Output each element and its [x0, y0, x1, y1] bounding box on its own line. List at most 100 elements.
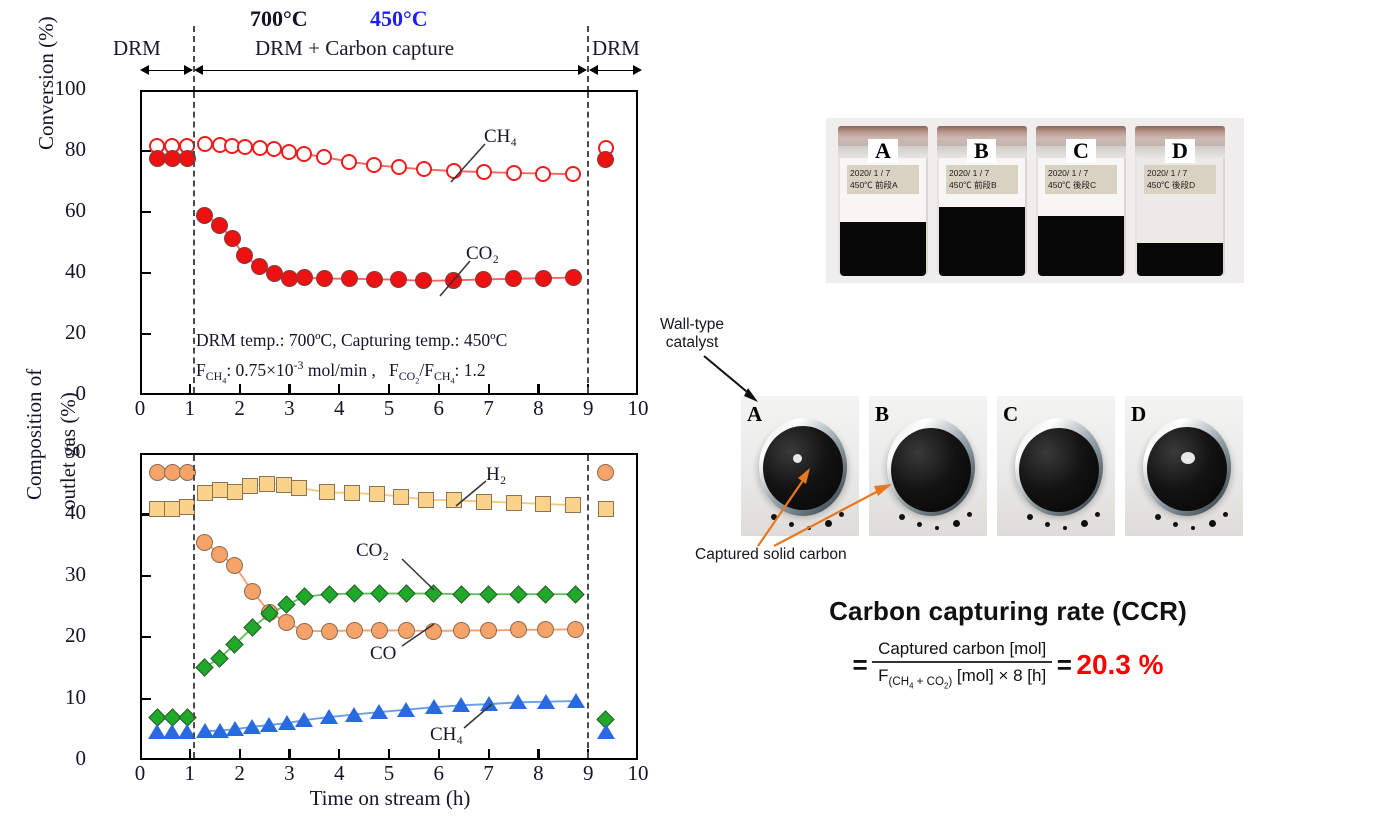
x-tick-label: 9 — [582, 761, 594, 785]
vial-carbon-B — [938, 207, 1026, 276]
phase-line-9h-bottom — [587, 455, 589, 758]
chart-conversion: Conversion (%) 0 20 40 60 80 100 0 1 2 3 4 5 6 7 8 9 10 … — [0, 0, 700, 420]
x-tick — [238, 749, 241, 760]
marker-CO — [567, 620, 585, 638]
annot-f-ch4-val: : 0.75×10 — [226, 359, 294, 380]
marker-CH4 — [366, 157, 383, 174]
leader-co2-conversion — [439, 260, 471, 297]
marker-H2 — [565, 497, 582, 514]
tube-carbon-A — [763, 426, 843, 510]
phase-arrow-middle-head-start — [194, 65, 203, 75]
vial-label-date-D: 2020/ 1 / 7 — [1147, 168, 1188, 178]
y-tick-label: 30 — [65, 561, 86, 586]
marker-CO — [452, 621, 470, 639]
annot-f-co2: F — [389, 359, 399, 380]
tube-hole-D — [1181, 452, 1195, 464]
tube-debris-A — [771, 514, 777, 520]
x-tick-label: 8 — [533, 396, 544, 420]
phase-left-label: DRM — [113, 36, 161, 60]
marker-CO2 — [236, 247, 254, 265]
vial-label-date-A: 2020/ 1 / 7 — [850, 168, 891, 178]
ccr-fraction: Captured carbon [mol] F(CH4 + CO2) [mol]… — [872, 639, 1053, 691]
x-tick-label: 2 — [234, 761, 245, 785]
vial-label-A: 2020/ 1 / 7 450℃ 前段A — [847, 165, 919, 194]
tube-debris-C — [1045, 522, 1050, 527]
tube-C — [997, 396, 1115, 536]
tube-id-A: A — [747, 402, 763, 426]
marker-CO2 — [564, 269, 582, 287]
marker-CH4 — [415, 161, 432, 178]
y-tick — [140, 697, 151, 700]
leader-co — [401, 623, 435, 647]
marker-CO — [243, 582, 261, 600]
marker-CO2 — [390, 271, 408, 289]
marker-CO2 — [597, 150, 615, 168]
marker-CO — [597, 464, 615, 482]
marker-CO2 — [315, 269, 333, 287]
marker-CH4 — [397, 701, 416, 717]
marker-H2 — [149, 500, 166, 517]
phase-line-1h-bottom — [193, 455, 195, 758]
chart-composition-lines — [204, 482, 576, 733]
ccr-value: 20.3 % — [1076, 648, 1164, 680]
marker-CO — [397, 621, 415, 639]
tube-debris-B — [917, 522, 922, 527]
y-tick-label: 20 — [65, 623, 86, 648]
marker-H2 — [318, 484, 335, 501]
marker-CO — [320, 622, 338, 640]
y-tick — [140, 636, 151, 639]
tube-debris-C — [1063, 526, 1067, 530]
marker-CO — [509, 621, 527, 639]
ccr-denominator: F(CH4 + CO2) [mol] × 8 [h] — [872, 663, 1052, 691]
marker-CH4 — [566, 693, 585, 709]
marker-CO — [345, 621, 363, 639]
vial-id-C: C — [1066, 139, 1096, 163]
series-label-ch4-composition: CH₄ — [430, 724, 464, 745]
annotation-temps: DRM temp.: 700ºC, Capturing temp.: 450ºC — [196, 330, 508, 350]
temp-drm-label: 700°C — [250, 6, 308, 31]
marker-CH4 — [596, 723, 615, 739]
chart-composition: Composition of outlet gas (%) 0 10 20 30 40 5… — [22, 369, 649, 810]
marker-H2 — [196, 484, 213, 501]
marker-H2 — [276, 476, 293, 493]
tube-debris-C — [1095, 512, 1100, 517]
annotation-flows: FCH4: 0.75×10-3 mol/min , FCO2/FCH4: 1.2 — [196, 358, 486, 386]
phase-arrow-left-head-start — [140, 65, 149, 75]
marker-H2 — [226, 484, 243, 501]
marker-CO2 — [505, 270, 522, 288]
phase-arrow-right-head-end — [633, 65, 642, 75]
vial-label-desc-A: 450℃ 前段A — [850, 180, 898, 191]
y-tick-label: 40 — [65, 259, 86, 283]
x-tick-label: 5 — [383, 396, 395, 420]
marker-CH4 — [296, 146, 313, 163]
tube-debris-B — [953, 520, 960, 527]
marker-CO — [278, 613, 296, 631]
tube-debris-C — [1081, 520, 1088, 527]
marker-CO — [226, 556, 244, 574]
tube-debris-A — [839, 512, 844, 517]
marker-CO — [480, 621, 498, 639]
tube-debris-A — [825, 520, 832, 527]
x-tick-label: 8 — [533, 761, 544, 785]
tube-id-C: C — [1003, 402, 1019, 426]
marker-CO2 — [295, 269, 313, 287]
vial-label-desc-C: 450℃ 後段C — [1048, 180, 1097, 191]
vial-label-B: 2020/ 1 / 7 450℃ 前段B — [946, 165, 1018, 194]
vials-photo: 2020/ 1 / 7 450℃ 前段A A 2020/ 1 / 7 450℃ 前段B B… — [826, 118, 1244, 283]
tube-debris-B — [899, 514, 905, 520]
annot-f-ch4-units: mol/min , — [303, 359, 376, 380]
marker-H2 — [597, 501, 614, 518]
leader-ch4-composition — [463, 703, 493, 729]
y-tick-label: 0 — [75, 381, 87, 405]
x-tick — [188, 384, 191, 395]
y-tick-label: 60 — [65, 198, 86, 222]
vial-cap-C — [1036, 126, 1126, 146]
tube-carbon-C — [1019, 428, 1099, 512]
tube-debris-C — [1027, 514, 1033, 520]
marker-CH4 — [316, 149, 333, 166]
marker-CO — [370, 621, 388, 639]
x-tick — [338, 384, 341, 395]
vial-label-date-C: 2020/ 1 / 7 — [1048, 168, 1089, 178]
marker-CH4 — [277, 715, 296, 731]
marker-H2 — [393, 488, 410, 505]
